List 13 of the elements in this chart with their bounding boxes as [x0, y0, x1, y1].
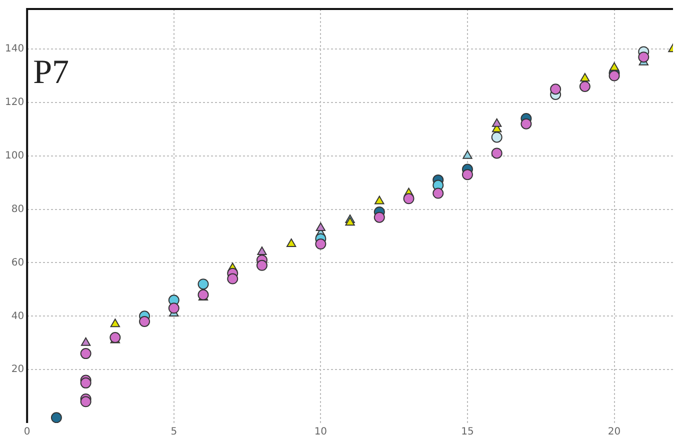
- y-tick-label: 140: [4, 44, 24, 55]
- y-tick-label: 100: [4, 150, 24, 162]
- y-tick-label: 20: [11, 364, 24, 376]
- x-tick-label: 15: [461, 426, 474, 438]
- y-tick-label: 80: [11, 204, 24, 215]
- annotation: P7: [33, 54, 70, 91]
- x-tick-label: 10: [314, 426, 328, 438]
- y-tick-label: 60: [11, 257, 24, 268]
- x-tick-label: 5: [170, 426, 178, 438]
- x-tick-label: 20: [608, 426, 621, 438]
- y-tick-label: 120: [4, 97, 24, 108]
- y-tick-label: 40: [11, 310, 24, 322]
- x-tick-label: 0: [24, 426, 30, 438]
